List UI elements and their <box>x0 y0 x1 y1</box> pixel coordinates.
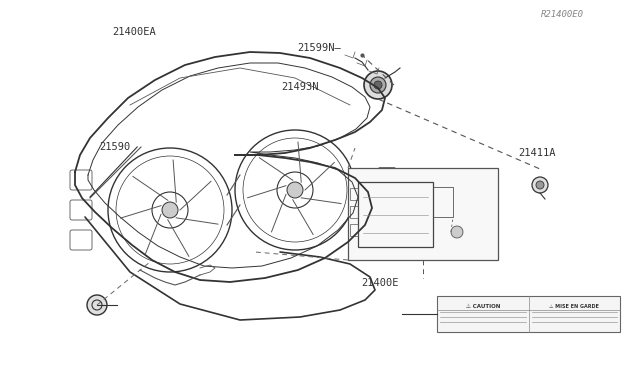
Bar <box>437 296 620 332</box>
Text: 21493N: 21493N <box>282 83 319 92</box>
Circle shape <box>364 71 392 99</box>
Bar <box>348 168 498 260</box>
Circle shape <box>162 202 178 218</box>
Circle shape <box>532 177 548 193</box>
Circle shape <box>374 81 382 89</box>
Text: ⚠ MISE EN GARDE: ⚠ MISE EN GARDE <box>549 304 599 309</box>
Text: ⚠ CAUTION: ⚠ CAUTION <box>465 304 500 309</box>
Circle shape <box>287 182 303 198</box>
Text: 21599N–: 21599N– <box>298 44 341 53</box>
Text: 21411A: 21411A <box>518 148 556 157</box>
Bar <box>358 182 433 247</box>
Text: 21400E: 21400E <box>362 278 399 288</box>
Bar <box>350 188 358 200</box>
Circle shape <box>87 295 107 315</box>
Text: 21590: 21590 <box>99 142 131 152</box>
Text: 21400EA: 21400EA <box>112 27 156 36</box>
Bar <box>350 224 358 236</box>
Bar <box>350 206 358 218</box>
Text: R21400E0: R21400E0 <box>541 10 584 19</box>
Circle shape <box>370 77 386 93</box>
Circle shape <box>451 226 463 238</box>
Circle shape <box>536 181 544 189</box>
